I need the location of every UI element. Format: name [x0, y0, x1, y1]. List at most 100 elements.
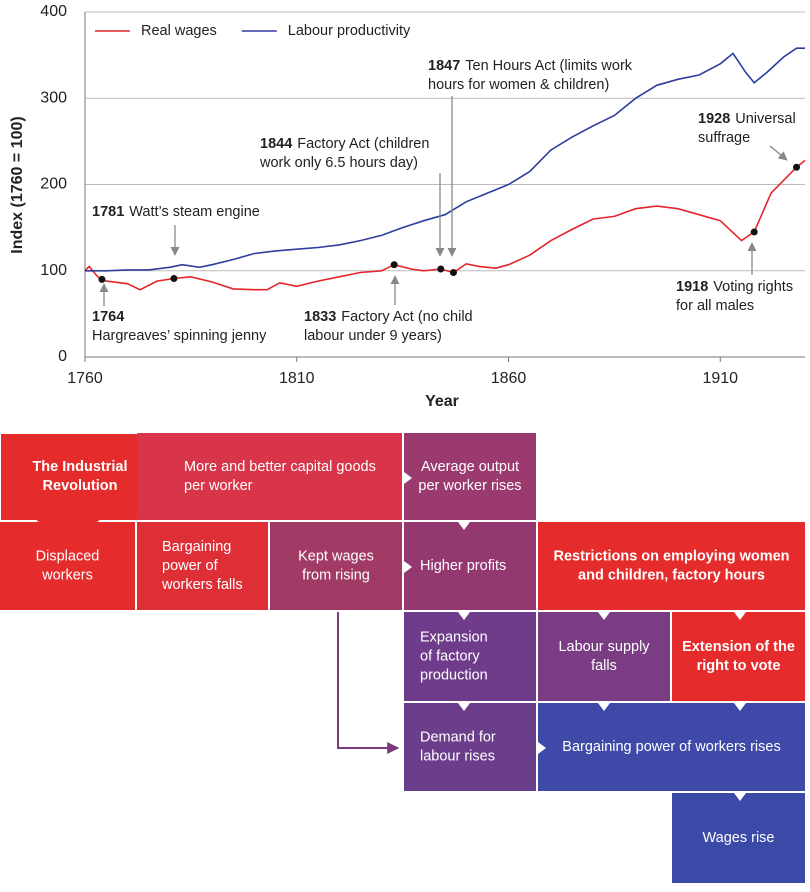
annotation: 1847 Ten Hours Act (limits work: [428, 58, 633, 74]
diagram-box: [137, 433, 402, 520]
event-dot: [170, 275, 178, 283]
annotation: 1918 Voting rights: [676, 279, 793, 295]
annotation: 1833 Factory Act (no child: [304, 309, 473, 325]
annotation-text: Hargreaves’ spinning jenny: [92, 328, 267, 344]
x-tick-label: 1910: [702, 370, 738, 387]
annotation-year: 1833: [304, 309, 336, 325]
annotation-text: suffrage: [698, 130, 750, 146]
node-text: right to vote: [697, 658, 781, 674]
event-dot: [437, 265, 445, 273]
flow-arrow: [458, 703, 470, 711]
node-text: workers: [41, 567, 93, 583]
node-text: Expansion: [420, 629, 488, 645]
flow-arrow: [734, 703, 746, 711]
flow-arrow: [404, 472, 412, 484]
node-text: workers falls: [161, 577, 243, 593]
x-axis-label: Year: [425, 393, 459, 410]
node-text: of factory: [420, 648, 480, 664]
event-dot: [390, 261, 398, 269]
legend-label: Labour productivity: [288, 23, 411, 39]
node-text: The Industrial: [32, 459, 127, 475]
node-text: Extension of the: [682, 639, 795, 655]
diagram-box: [672, 793, 805, 883]
x-tick-label: 1760: [67, 370, 103, 387]
annotation-text: Universal: [735, 111, 795, 127]
node-text: per worker: [184, 478, 253, 494]
node-text: power of: [162, 558, 219, 574]
node-text: Labour supply: [558, 639, 650, 655]
node-text: Wages rise: [703, 830, 775, 846]
diagram-box: [137, 522, 268, 610]
diagram-box: [672, 612, 805, 701]
node-text: Displaced: [36, 548, 100, 564]
event-dot: [449, 268, 457, 276]
event-dot: [98, 275, 106, 283]
y-tick-label: 200: [40, 176, 67, 193]
node-text: Restrictions on employing women: [553, 548, 789, 564]
series-line: [85, 47, 805, 272]
annotation-text: labour under 9 years): [304, 328, 442, 344]
y-tick-label: 0: [58, 348, 67, 365]
annotation: 1764: [92, 309, 124, 325]
annotation-text: Watt’s steam engine: [129, 204, 260, 220]
flow-arrow: [404, 561, 412, 573]
annotation: 1844 Factory Act (children: [260, 136, 429, 152]
annotation-text: Ten Hours Act (limits work: [465, 58, 633, 74]
node-text: Bargaining power of workers rises: [562, 739, 780, 755]
diagram-box: [538, 612, 670, 701]
annotation-year: 1847: [428, 58, 460, 74]
y-tick-label: 300: [40, 89, 67, 106]
annotation: 1928 Universal: [698, 111, 796, 127]
diagram-box: [0, 522, 135, 610]
annotation-text: Factory Act (children: [297, 136, 429, 152]
node-text: production: [420, 667, 488, 683]
diagram-box: [538, 703, 805, 791]
diagram-box: [538, 522, 805, 610]
diagram-box: [270, 522, 402, 610]
annotation-year: 1918: [676, 279, 708, 295]
flow-arrow: [458, 612, 470, 620]
annotation: 1781 Watt’s steam engine: [92, 204, 260, 220]
flow-arrow: [458, 522, 470, 530]
x-tick-label: 1810: [279, 370, 315, 387]
diagram-box: [404, 612, 536, 701]
node-text: Kept wages: [298, 548, 374, 564]
diagram-box: [404, 433, 536, 520]
x-tick-label: 1860: [491, 370, 527, 387]
annotation-text: Voting rights: [713, 279, 793, 295]
node-text: Higher profits: [420, 558, 506, 574]
event-dot: [793, 163, 801, 171]
flow-connector: [337, 612, 400, 754]
y-axis-label: Index (1760 = 100): [9, 116, 26, 253]
y-tick-label: 400: [40, 3, 67, 20]
annotation-year: 1764: [92, 309, 124, 325]
node-text: falls: [591, 658, 617, 674]
node-text: Average output: [421, 459, 519, 475]
annotation-year: 1928: [698, 111, 730, 127]
node-text: Revolution: [43, 478, 118, 494]
annotation-text: Factory Act (no child: [341, 309, 472, 325]
node-text: Demand for: [420, 729, 496, 745]
event-dot: [750, 228, 758, 236]
annotation-year: 1781: [92, 204, 124, 220]
node-text: labour rises: [420, 748, 495, 764]
flow-arrow: [734, 612, 746, 620]
y-tick-label: 100: [40, 262, 67, 279]
annotation-text: hours for women & children): [428, 77, 609, 93]
node-text: Bargaining: [162, 539, 231, 555]
annotation-text: for all males: [676, 298, 754, 314]
annotation-arrow: [769, 145, 788, 161]
legend-label: Real wages: [141, 23, 217, 39]
diagram-box: [404, 703, 536, 791]
annotation-year: 1844: [260, 136, 292, 152]
annotation-text: work only 6.5 hours day): [259, 155, 418, 171]
node-text: More and better capital goods: [184, 459, 376, 475]
flow-arrow: [538, 742, 546, 754]
node-text: and children, factory hours: [578, 567, 765, 583]
node-text: from rising: [302, 567, 370, 583]
flow-arrow: [598, 612, 610, 620]
flow-arrow: [598, 703, 610, 711]
node-text: per worker rises: [418, 478, 521, 494]
diagram-box: [404, 522, 536, 610]
